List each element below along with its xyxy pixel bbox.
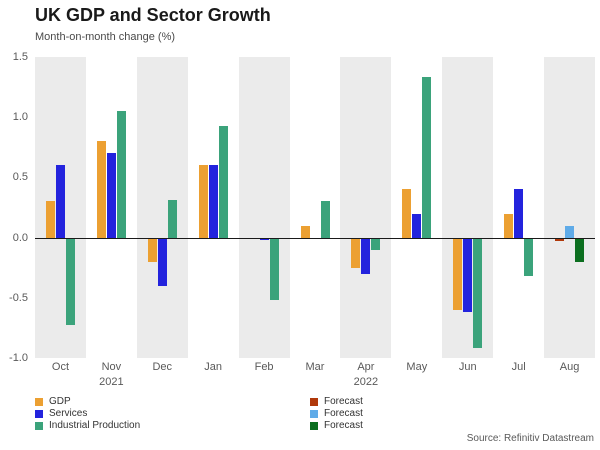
bar: [361, 237, 371, 274]
bar: [147, 237, 157, 262]
bar: [453, 237, 463, 310]
x-tick-label: Feb: [254, 361, 274, 373]
bar: [555, 237, 565, 242]
forecast-gdp-swatch-icon: [310, 398, 318, 406]
forecast-industrial-swatch-icon: [310, 422, 318, 430]
year-label: 2022: [353, 376, 379, 388]
bar: [351, 237, 361, 268]
y-tick-label: -1.0: [9, 352, 28, 364]
legend-label: Forecast: [324, 408, 363, 419]
x-tick-label: Jan: [204, 361, 223, 373]
bar: [320, 201, 330, 238]
bar: [412, 213, 422, 238]
bar: [524, 237, 534, 277]
bar: [116, 111, 126, 238]
bar: [300, 225, 310, 238]
background-band: [391, 57, 443, 358]
legend-label: Industrial Production: [49, 420, 141, 431]
bar: [96, 141, 106, 238]
y-tick-label: 0.5: [12, 171, 28, 184]
background-band: [289, 57, 341, 358]
background-band: [340, 57, 392, 358]
legend-column-forecasts: Forecast Forecast Forecast: [310, 397, 363, 433]
legend-item-industrial-production: Industrial Production: [35, 421, 140, 431]
bar: [371, 237, 381, 250]
plot-area: [35, 57, 595, 358]
source-credit: Source: Refinitiv Datastream: [466, 433, 594, 444]
bar: [157, 237, 167, 286]
bar: [198, 165, 208, 238]
legend-label: Forecast: [324, 396, 363, 407]
bar: [269, 237, 279, 301]
bar: [504, 213, 514, 238]
x-axis: Oct Nov Dec Jan Feb Mar Apr May Jun Jul Aug 2021 202…: [35, 361, 595, 393]
year-label: 2021: [99, 376, 124, 388]
bar: [45, 201, 55, 238]
legend-item-forecast-gdp: Forecast: [310, 397, 363, 407]
bar: [167, 200, 177, 238]
bar: [208, 165, 218, 238]
legend-column-actuals: GDP Services Industrial Production: [35, 397, 140, 433]
background-band: [238, 57, 290, 358]
bar: [565, 225, 575, 238]
bar: [473, 237, 483, 349]
y-tick-label: 0.0: [12, 231, 28, 244]
legend-label: Services: [49, 408, 88, 419]
legend-item-forecast-services: Forecast: [310, 409, 363, 419]
x-tick-label: Oct: [51, 361, 70, 373]
x-tick-label: Jun: [458, 361, 477, 373]
y-axis: 1.5 1.0 0.5 0.0 -0.5 -1.0: [0, 51, 31, 364]
y-tick-label: -0.5: [9, 291, 28, 304]
y-tick-label: 1.0: [12, 111, 28, 124]
legend-label: Forecast: [324, 420, 363, 431]
legend-item-gdp: GDP: [35, 397, 140, 407]
background-band: [544, 57, 595, 358]
bar: [514, 189, 524, 238]
y-tick-label: 1.5: [12, 51, 28, 63]
bar: [106, 153, 116, 238]
zero-line: [35, 238, 595, 239]
x-tick-label: May: [406, 361, 428, 373]
legend: GDP Services Industrial Production Forec…: [35, 397, 595, 437]
bar: [463, 237, 473, 313]
gdp-swatch-icon: [35, 398, 43, 406]
industrial-production-swatch-icon: [35, 422, 43, 430]
forecast-services-swatch-icon: [310, 410, 318, 418]
background-band: [442, 57, 494, 358]
x-tick-label: Nov: [101, 361, 122, 373]
bar: [575, 237, 585, 262]
x-tick-label: Aug: [559, 361, 580, 373]
chart-subtitle: Month-on-month change (%): [35, 31, 176, 43]
bar: [55, 165, 65, 238]
bar: [402, 189, 412, 238]
legend-item-services: Services: [35, 409, 140, 419]
x-tick-label: Apr: [357, 361, 375, 373]
bar: [218, 125, 228, 238]
chart-title: UK GDP and Sector Growth: [35, 5, 271, 25]
legend-item-forecast-industrial: Forecast: [310, 421, 363, 431]
bar: [422, 77, 432, 238]
x-tick-label: Dec: [152, 361, 173, 373]
legend-label: GDP: [49, 396, 71, 407]
bar: [65, 237, 75, 326]
background-band: [136, 57, 188, 358]
x-tick-label: Mar: [305, 361, 325, 373]
services-swatch-icon: [35, 410, 43, 418]
x-tick-label: Jul: [511, 361, 526, 373]
